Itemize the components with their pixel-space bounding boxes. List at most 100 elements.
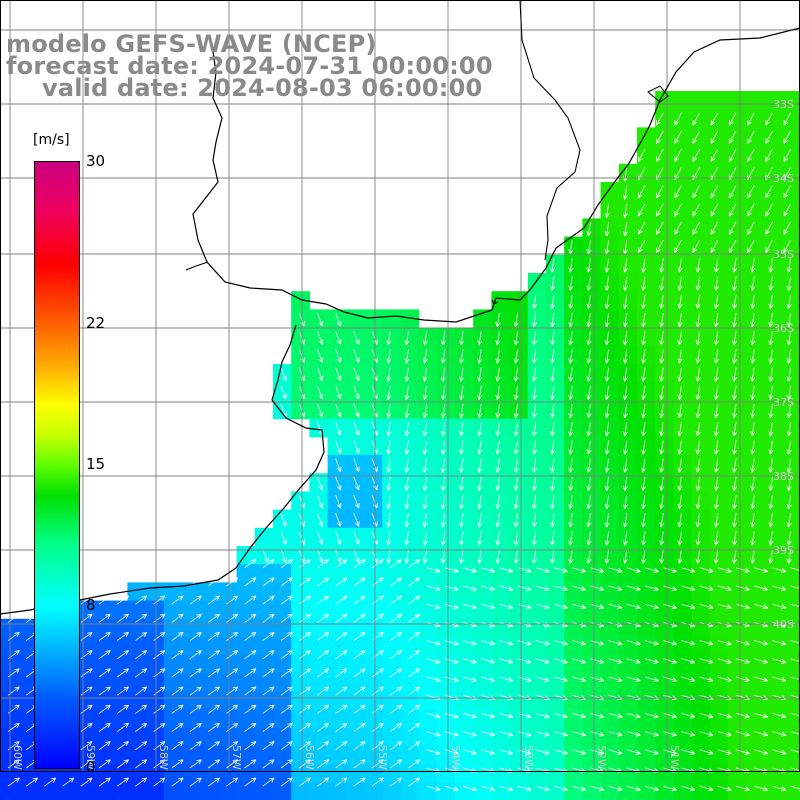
wind-speed-cell [182, 655, 201, 674]
wind-arrow [371, 559, 384, 569]
wind-speed-cell [345, 345, 365, 365]
wind-speed-cell [527, 691, 547, 711]
wind-arrow [677, 494, 683, 510]
wind-speed-cell [72, 764, 92, 784]
wind-arrow [728, 240, 737, 253]
wind-arrow [677, 440, 683, 455]
wind-speed-cell [91, 618, 110, 638]
wind-arrow [677, 312, 683, 328]
wind-speed-cell [546, 364, 565, 383]
wind-arrow [207, 613, 220, 623]
wind-speed-cell [673, 618, 693, 638]
wind-speed-cell [637, 364, 656, 383]
wind-arrow [783, 203, 791, 217]
wind-speed-cell [309, 618, 329, 638]
wind-speed-cell [400, 455, 420, 474]
wind-arrow [189, 741, 202, 751]
longitude-label: 59W [84, 745, 97, 770]
wind-speed-cell [455, 418, 474, 438]
wind-speed-cell [618, 236, 638, 256]
wind-arrow [517, 749, 532, 755]
wind-arrow [677, 385, 683, 400]
wind-arrow [656, 203, 664, 217]
wind-speed-cell [145, 655, 165, 674]
wind-arrow [626, 658, 641, 664]
wind-arrow [535, 567, 550, 573]
wind-arrow [135, 668, 148, 678]
wind-arrow [495, 349, 501, 364]
wind-speed-cell [145, 618, 165, 638]
wind-arrow [641, 403, 647, 419]
wind-arrow [772, 676, 787, 683]
wind-arrow [495, 440, 501, 455]
wind-arrow [750, 312, 756, 328]
wind-speed-cell [582, 527, 602, 547]
wind-arrow [262, 777, 275, 787]
wind-speed-cell [618, 618, 638, 638]
wind-arrow [622, 440, 628, 455]
wind-arrow [513, 349, 519, 364]
wind-arrow [317, 312, 324, 327]
wind-arrow [371, 668, 384, 678]
wind-speed-cell [509, 327, 529, 347]
wind-speed-cell [473, 382, 492, 401]
wind-arrow [550, 403, 556, 419]
wind-speed-cell [145, 673, 165, 693]
wind-arrow [459, 385, 465, 400]
wind-speed-cell [491, 746, 511, 765]
wind-speed-cell [509, 600, 529, 620]
wind-speed-cell [691, 436, 711, 456]
wind-speed-cell [764, 782, 784, 800]
wind-arrow [353, 531, 360, 545]
wind-arrow [317, 559, 330, 569]
wind-speed-cell [291, 728, 310, 747]
wind-arrow [728, 130, 737, 144]
wind-speed-cell [364, 509, 383, 529]
wind-speed-cell [364, 327, 383, 347]
wind-arrow [622, 276, 628, 291]
wind-speed-cell [709, 182, 729, 201]
wind-arrow [440, 385, 446, 400]
wind-speed-cell [582, 455, 602, 474]
wind-arrow [262, 559, 275, 569]
wind-speed-cell [709, 491, 729, 511]
wind-speed-cell [109, 618, 128, 638]
wind-arrow [568, 240, 574, 255]
wind-arrow [641, 331, 647, 346]
wind-arrow [495, 513, 501, 528]
wind-speed-cell [709, 527, 729, 547]
wind-speed-cell [309, 600, 329, 620]
wind-speed-cell [728, 382, 747, 401]
wind-speed-cell [382, 655, 401, 674]
forecast-date: forecast date: 2024-07-31 00:00:00 [6, 52, 493, 80]
wind-speed-cell [600, 455, 620, 474]
wind-speed-cell [655, 109, 674, 128]
wind-arrow [674, 240, 682, 253]
wind-arrow [404, 440, 410, 455]
wind-speed-cell [746, 254, 765, 274]
wind-speed-cell [18, 746, 37, 765]
wind-speed-cell [782, 127, 800, 147]
wind-arrow [659, 258, 665, 273]
wind-speed-cell [182, 673, 201, 693]
wind-speed-cell [509, 691, 529, 711]
wind-arrow [298, 686, 311, 696]
wind-speed-cell [509, 309, 529, 329]
wind-speed-cell [436, 709, 456, 729]
wind-speed-cell [764, 582, 784, 602]
wind-speed-cell [746, 145, 765, 165]
wind-arrow [353, 422, 360, 436]
wind-speed-cell [564, 673, 583, 693]
wind-speed-cell [582, 382, 602, 401]
wind-speed-cell [218, 673, 238, 693]
wind-speed-cell [455, 564, 474, 583]
wind-arrow [717, 585, 732, 592]
wind-arrow [153, 777, 166, 787]
wind-speed-cell [309, 418, 329, 438]
wind-speed-cell [709, 327, 729, 347]
wind-speed-cell [746, 309, 765, 329]
wind-speed-cell [618, 582, 638, 602]
wind-speed-cell [546, 764, 565, 784]
wind-arrow [604, 440, 610, 455]
wind-speed-cell [91, 673, 110, 693]
